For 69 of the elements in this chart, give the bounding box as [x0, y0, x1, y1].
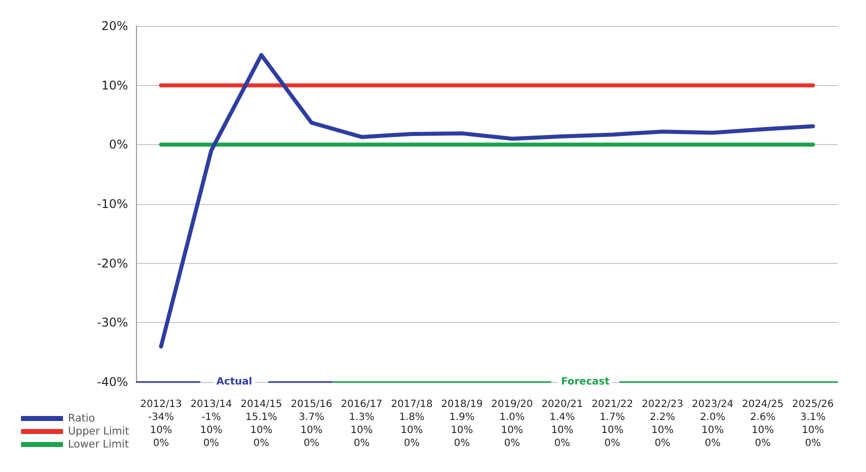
legend-label: Lower Limit — [68, 438, 129, 450]
data-label: 0% — [654, 438, 670, 449]
data-label: 0% — [203, 438, 220, 449]
x-tick-label: 2019/20 — [491, 399, 533, 410]
data-label: 1.9% — [449, 412, 475, 423]
data-label: 10% — [500, 425, 524, 436]
data-label: 0% — [554, 438, 570, 449]
x-tick-label: 2017/18 — [391, 399, 433, 410]
x-tick-label: 2013/14 — [190, 399, 232, 410]
annotation: Actual — [216, 376, 252, 388]
data-label: 1.4% — [550, 412, 575, 423]
x-tick-label: 2016/17 — [340, 399, 382, 410]
data-label: 10% — [651, 425, 674, 436]
data-label: 10% — [200, 425, 222, 436]
data-label: -34% — [148, 412, 174, 423]
legend-label: Upper Limit — [68, 426, 130, 438]
data-label: 0% — [704, 438, 721, 449]
x-tick-label: 2024/25 — [742, 399, 784, 410]
data-label: 0% — [153, 438, 170, 449]
data-label: 10% — [150, 425, 172, 436]
data-label: 10% — [752, 425, 774, 436]
data-label: 0% — [253, 438, 270, 449]
x-tick-label: 2012/13 — [140, 399, 182, 410]
data-label: -1% — [201, 412, 221, 423]
data-label: 2.2% — [650, 412, 676, 423]
data-label: 2.0% — [700, 412, 726, 423]
data-label: 0% — [304, 438, 320, 449]
y-tick-label: -10% — [96, 197, 128, 211]
x-tick-label: 2025/26 — [792, 399, 834, 410]
x-tick-label: 2014/15 — [240, 399, 282, 410]
data-label: 15.1% — [245, 412, 278, 423]
data-label: 10% — [601, 425, 624, 436]
x-tick-label: 2015/16 — [290, 399, 332, 410]
data-label: 0% — [504, 438, 520, 449]
x-tick-label: 2020/21 — [541, 399, 583, 410]
y-tick-label: -20% — [96, 256, 128, 270]
data-label: 10% — [450, 425, 474, 436]
data-label: 3.7% — [298, 412, 324, 423]
data-label: 0% — [604, 438, 620, 449]
y-tick-label: -30% — [96, 316, 128, 330]
data-label: 0% — [354, 438, 370, 449]
data-label: 0% — [804, 438, 821, 449]
data-label: 10% — [250, 425, 272, 436]
data-label: 10% — [702, 425, 724, 436]
data-label: 10% — [350, 425, 373, 436]
data-label: 0% — [454, 438, 470, 449]
data-label: 10% — [802, 425, 824, 436]
x-tick-label: 2023/24 — [692, 399, 734, 410]
x-tick-label: 2021/22 — [592, 399, 634, 410]
data-label: 2.6% — [750, 412, 776, 423]
y-tick-label: -40% — [96, 375, 128, 389]
data-label: 1.7% — [600, 412, 626, 423]
data-label: 1.8% — [399, 412, 424, 423]
data-label: 0% — [404, 438, 420, 449]
data-label: 1.0% — [499, 412, 525, 423]
data-label: 3.1% — [800, 412, 826, 423]
y-tick-label: 20% — [101, 19, 128, 33]
y-tick-label: 0% — [108, 138, 128, 152]
line-series — [159, 53, 815, 348]
data-label: 10% — [400, 425, 423, 436]
y-tick-label: 10% — [101, 78, 128, 92]
data-label: 1.3% — [348, 412, 374, 423]
x-tick-label: 2018/19 — [441, 399, 483, 410]
data-label: 10% — [551, 425, 574, 436]
legend-label: Ratio — [68, 412, 95, 424]
data-label: 0% — [754, 438, 771, 449]
x-tick-label: 2022/23 — [642, 399, 684, 410]
annotation: Forecast — [561, 376, 610, 388]
data-label: 10% — [300, 425, 323, 436]
